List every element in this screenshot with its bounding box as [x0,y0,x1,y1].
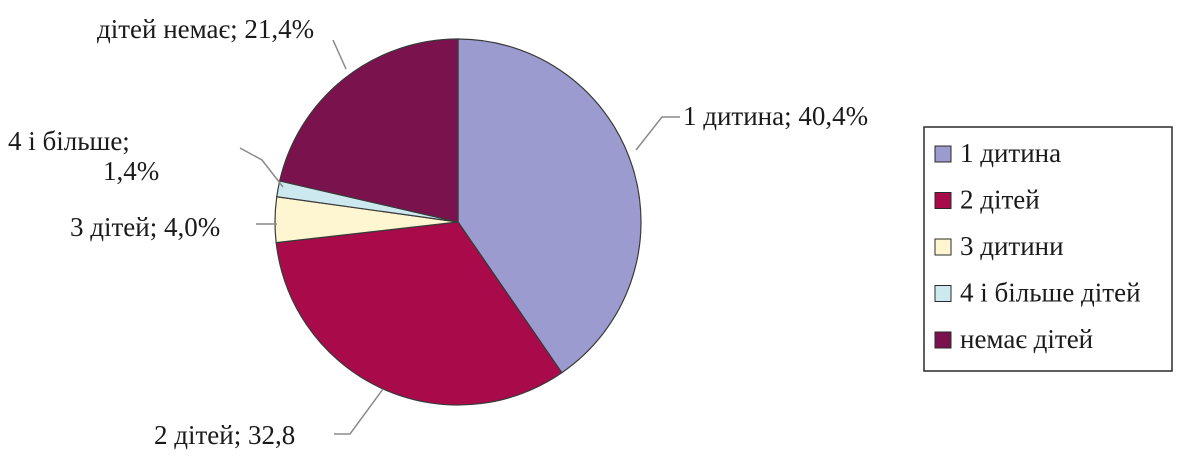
legend-swatch [934,145,952,163]
data-label: 3 дітей; 4,0% [70,212,220,242]
data-label: 1 дитина; 40,4% [683,101,868,131]
legend-swatch [934,238,952,256]
leader-lines [239,39,680,435]
data-labels: 1 дитина; 40,4% 2 дітей; 32,8 3 дітей; 4,0… [8,14,868,450]
leader-line [334,388,384,435]
legend-swatch [934,192,952,209]
legend-label: 4 і більше дітей [960,278,1141,308]
data-label: 2 дітей; 32,8 [154,420,295,450]
leader-line [332,39,347,70]
legend-swatch [934,285,952,302]
legend: 1 дитина 2 дітей 3 дитини 4 і більше дітей н… [923,126,1173,372]
pie-slices [274,38,642,406]
legend-label: немає дітей [960,324,1093,354]
pie-slice [278,38,459,223]
leader-line [239,147,284,188]
data-label: дітей немає; 21,4% [97,14,314,44]
legend-label: 3 дитини [960,231,1064,261]
legend-label: 1 дитина [960,138,1061,168]
legend-frame [923,126,1173,372]
legend-label: 2 дітей [960,185,1040,215]
pie-slice [457,38,642,374]
data-label: 4 і більше; 1,4% [8,126,159,186]
pie-slice [275,221,563,406]
leader-line [635,116,680,151]
legend-swatch [934,331,952,349]
